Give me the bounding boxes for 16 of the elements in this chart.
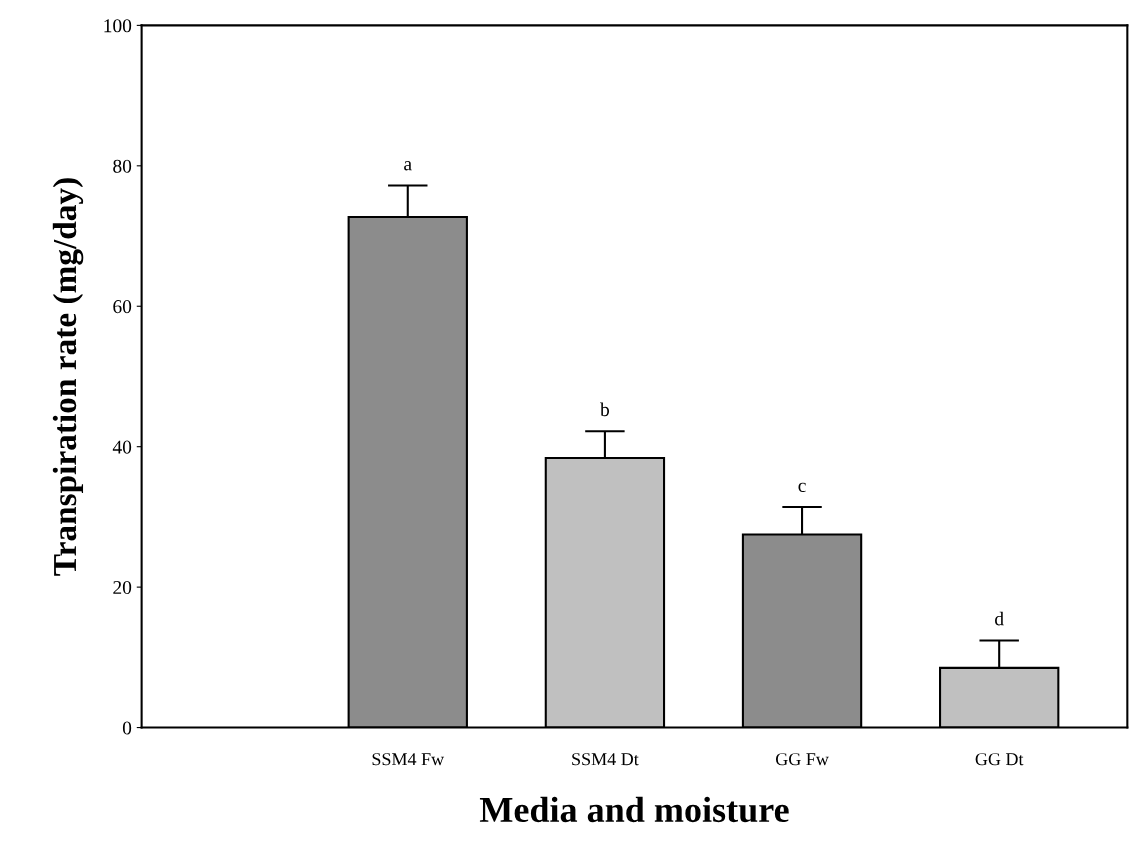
y-tick-label: 100 [104,19,132,33]
y-tick-label: 80 [113,159,132,173]
x-tick-label: SSM4 Fw [372,753,445,766]
y-axis-title: Transpiration rate (mg/day) [52,178,84,576]
annotation: d [995,611,1004,626]
x-axis-title: Media and moisture [479,796,789,823]
annotation: c [798,482,806,493]
x-tick-label: GG Fw [775,753,829,766]
x-tick-label: GG Dt [975,753,1024,766]
y-tick-label: 20 [113,580,132,595]
x-tick-label: SSM4 Dt [572,753,639,766]
y-tick-label: 0 [122,721,132,735]
y-tick-label: 40 [112,440,132,454]
annotation: a [404,161,412,171]
y-tick-label: 60 [113,300,132,314]
annotation: b [600,402,610,417]
